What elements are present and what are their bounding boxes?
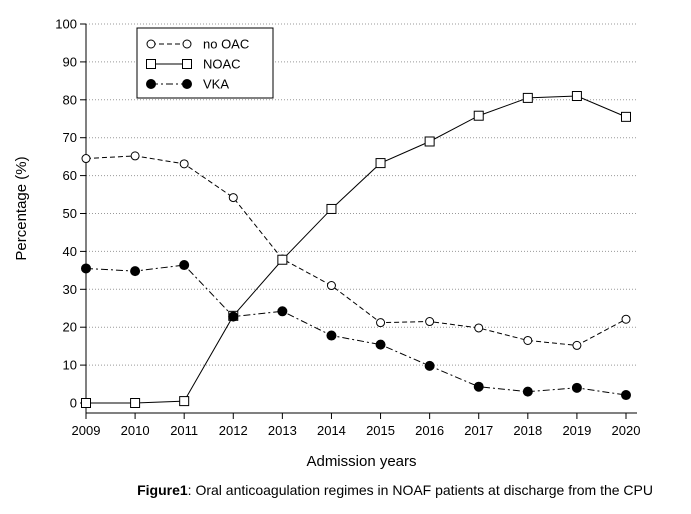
point-vka-2015: [375, 339, 386, 350]
legend-label-noac: NOAC: [203, 57, 241, 72]
y-tick-label-0: 0: [70, 396, 77, 411]
x-tick-label-2010: 2010: [121, 423, 150, 438]
y-tick-label-80: 80: [63, 92, 77, 107]
point-vka-2020: [621, 390, 631, 401]
y-tick-label-20: 20: [63, 320, 77, 335]
x-tick-label-2014: 2014: [317, 423, 346, 438]
legend-label-no-oac: no OAC: [203, 37, 249, 52]
legend-marker-start-vka: [146, 79, 156, 89]
point-no-oac-2017: [474, 323, 484, 333]
point-vka-2017: [473, 381, 484, 392]
legend: no OAC NOAC VKA: [136, 27, 274, 99]
x-tick-label-2013: 2013: [268, 423, 297, 438]
point-no-oac-2019: [572, 340, 582, 350]
y-tick-label-100: 100: [55, 17, 77, 32]
point-vka-2011: [179, 260, 190, 271]
series-no-oac: [81, 151, 631, 350]
point-noac-2019: [571, 91, 582, 102]
y-tick-label-50: 50: [63, 206, 77, 221]
point-vka-2018: [522, 386, 533, 397]
point-noac-2014: [326, 203, 337, 214]
y-tick-label-30: 30: [63, 282, 77, 297]
point-vka-2019: [571, 382, 582, 393]
point-no-oac-2014: [326, 281, 336, 291]
series-vka: [81, 260, 631, 401]
x-tick-label-2020: 2020: [612, 423, 641, 438]
point-vka-2010: [130, 266, 141, 277]
point-noac-2017: [473, 110, 484, 121]
x-tick-label-2019: 2019: [562, 423, 591, 438]
point-no-oac-2015: [376, 318, 386, 328]
grid-lines: [86, 23, 637, 366]
caption-label: Figure1: [137, 482, 188, 498]
x-tick-label-2017: 2017: [464, 423, 493, 438]
point-noac-2015: [375, 158, 386, 169]
x-tick-label-2018: 2018: [513, 423, 542, 438]
point-noac-2020: [621, 111, 631, 122]
point-noac-2016: [424, 136, 435, 147]
point-noac-2018: [522, 92, 533, 103]
point-noac-2010: [130, 398, 141, 408]
legend-marker-start-noac: [146, 59, 156, 69]
x-tick-label-2009: 2009: [72, 423, 101, 438]
point-no-oac-2020: [621, 314, 631, 324]
point-noac-2009: [81, 398, 91, 408]
x-tick-label-2012: 2012: [219, 423, 248, 438]
point-no-oac-2012: [228, 193, 238, 203]
series-layer: [81, 91, 631, 408]
point-no-oac-2011: [179, 159, 189, 169]
y-tick-label-40: 40: [63, 244, 77, 259]
point-vka-2013: [277, 306, 288, 317]
legend-marker-start-no-oac: [146, 39, 156, 49]
series-line-vka: [85, 264, 627, 396]
point-no-oac-2018: [523, 335, 533, 345]
x-tick-label-2015: 2015: [366, 423, 395, 438]
point-vka-2014: [326, 330, 337, 341]
y-tick-label-10: 10: [63, 358, 77, 373]
y-axis-title: Percentage (%): [13, 156, 30, 260]
legend-box: [136, 27, 274, 99]
point-vka-2016: [424, 360, 435, 371]
legend-marker-end-no-oac: [182, 39, 192, 49]
point-no-oac-2010: [130, 151, 140, 161]
series-noac: [81, 91, 631, 408]
series-line-noac: [86, 95, 627, 404]
point-vka-2012: [228, 311, 239, 322]
point-no-oac-2016: [425, 317, 435, 327]
line-chart: 0 10 20 30 40 50 60 70 80 90 100 2009 2010 2011 2012 20…: [13, 17, 640, 471]
legend-label-vka: VKA: [203, 77, 229, 92]
figure-caption: Figure1: Oral anticoagulation regimes in…: [0, 482, 691, 498]
legend-marker-end-noac: [182, 59, 192, 69]
point-noac-2011: [179, 396, 190, 407]
axes: 0 10 20 30 40 50 60 70 80 90 100 2009 2010 2011 2012 20…: [13, 17, 640, 471]
y-tick-label-70: 70: [63, 130, 77, 145]
point-vka-2009: [81, 263, 91, 274]
x-tick-label-2016: 2016: [415, 423, 444, 438]
x-tick-label-2011: 2011: [170, 423, 198, 438]
y-tick-label-90: 90: [63, 54, 77, 69]
y-tick-label-60: 60: [63, 168, 77, 183]
series-line-no-oac: [85, 155, 627, 346]
legend-marker-end-vka: [182, 79, 192, 89]
point-no-oac-2009: [81, 154, 91, 164]
caption-text: : Oral anticoagulation regimes in NOAF p…: [187, 482, 653, 498]
x-axis-title: Admission years: [306, 453, 416, 470]
point-noac-2013: [277, 254, 288, 265]
